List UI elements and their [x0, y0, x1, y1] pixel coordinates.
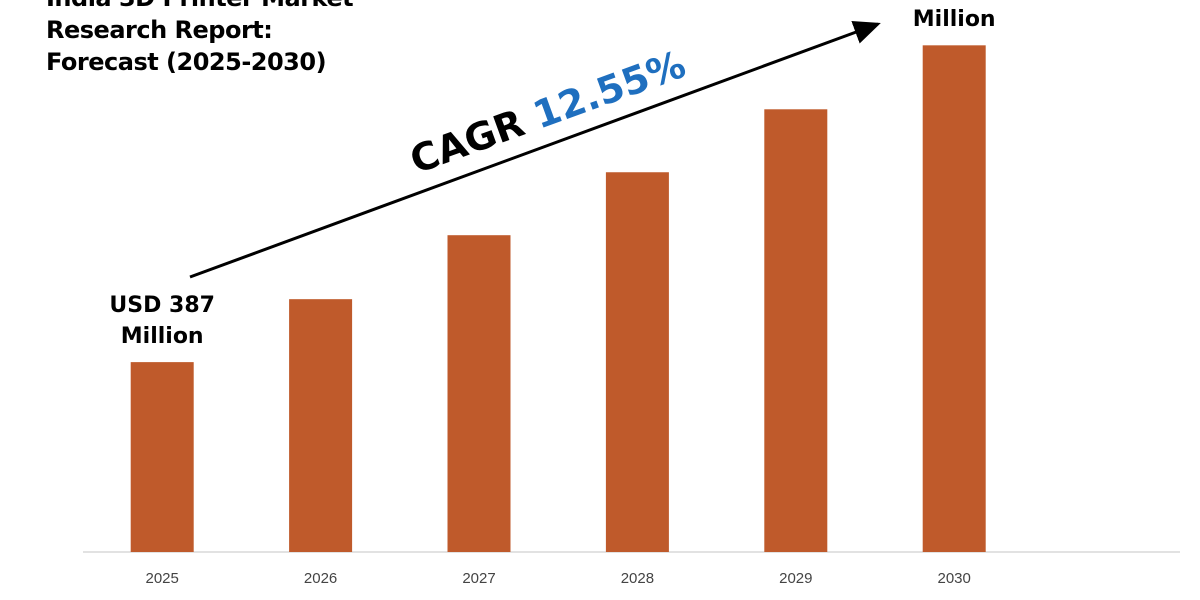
bar [130, 362, 194, 552]
x-tick-label: 2025 [146, 570, 179, 587]
x-tick-label: 2028 [621, 570, 654, 587]
bar [764, 109, 828, 553]
bar [447, 235, 511, 552]
x-tick-label: 2029 [779, 570, 812, 587]
trend-arrow [189, 21, 881, 279]
data-label: USD 699 Million [901, 0, 1007, 33]
x-tick-label: 2030 [938, 570, 971, 587]
x-tick-label: 2027 [462, 570, 495, 587]
bar [922, 45, 986, 552]
chart-title: India 3D Printer Market Research Report:… [46, 0, 354, 76]
x-tick-label: 2026 [304, 570, 337, 587]
data-label: USD 387 Million [109, 293, 215, 350]
bar [605, 172, 669, 552]
bar [289, 299, 353, 552]
